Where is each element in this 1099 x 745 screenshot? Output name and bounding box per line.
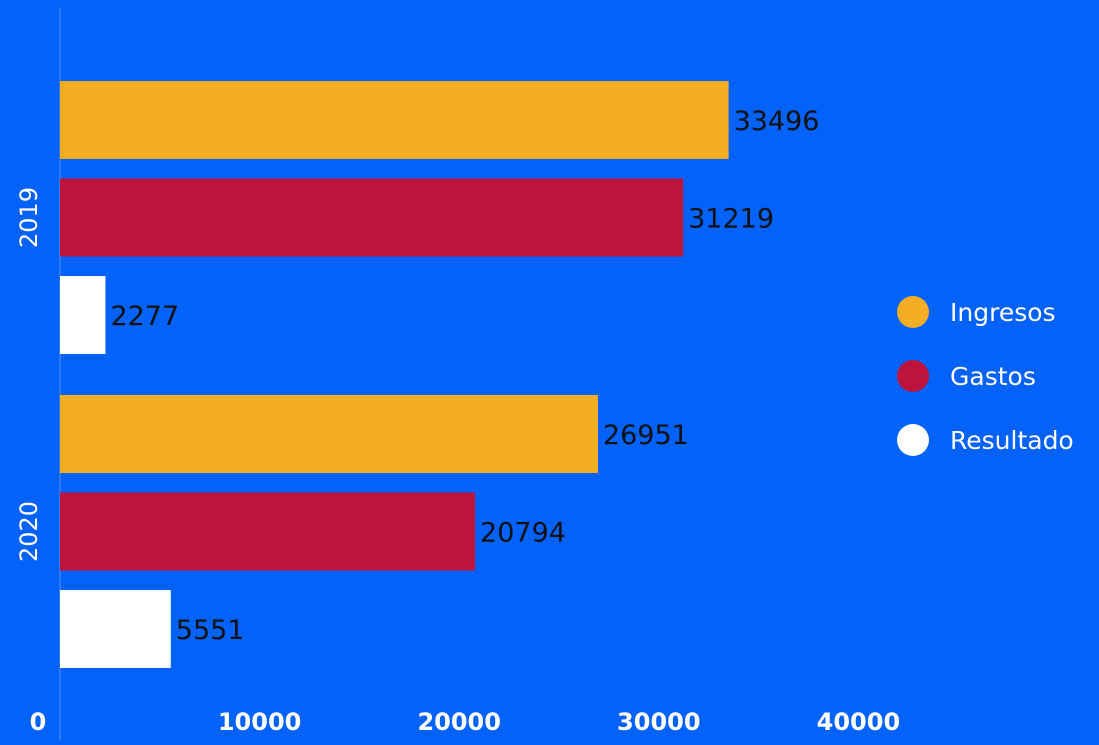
data-label: 26951 (603, 420, 689, 451)
data-label: 2277 (110, 301, 179, 332)
category-label-2020: 2020 (15, 501, 43, 562)
x-tick-label: 10000 (218, 708, 302, 736)
legend-marker-ingresos (897, 296, 929, 328)
legend-marker-gastos (897, 360, 929, 392)
data-label: 5551 (176, 615, 245, 646)
legend-label-gastos: Gastos (950, 362, 1036, 391)
legend-label-resultado: Resultado (950, 426, 1074, 455)
bar-ingresos-2020 (60, 395, 598, 473)
bar-resultado-2020 (60, 590, 171, 668)
bar-gastos-2019 (60, 178, 684, 257)
category-label-2019: 2019 (15, 187, 43, 248)
legend-marker-resultado (897, 424, 929, 456)
legend-label-ingresos: Ingresos (950, 298, 1056, 327)
bar-ingresos-2019 (60, 81, 729, 159)
bar-gastos-2020 (60, 492, 476, 571)
data-label: 31219 (688, 204, 774, 235)
bar-resultado-2019 (60, 276, 106, 354)
x-tick-label: 0 (30, 708, 47, 736)
data-label: 33496 (734, 106, 820, 137)
x-tick-label: 20000 (417, 708, 501, 736)
data-label: 20794 (480, 518, 566, 549)
x-tick-label: 40000 (817, 708, 901, 736)
x-tick-label: 30000 (617, 708, 701, 736)
